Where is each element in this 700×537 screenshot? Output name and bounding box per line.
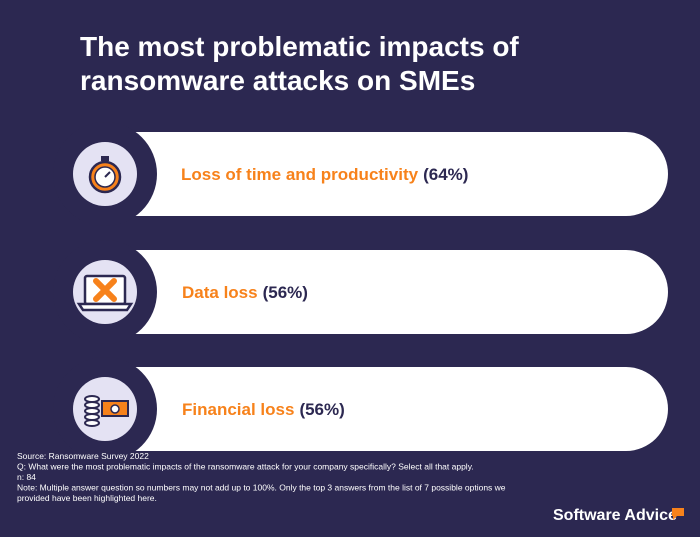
title-line: ransomware attacks on SMEs xyxy=(80,65,475,96)
item-value: (56%) xyxy=(299,400,344,419)
icon xyxy=(76,274,134,312)
footnote: Source: Ransomware Survey 2022 xyxy=(17,451,149,461)
item-label: Data loss xyxy=(182,283,258,302)
item-text: Loss of time and productivity (64%) xyxy=(181,165,468,184)
footnote: provided have been highlighted here. xyxy=(17,493,157,503)
item-card xyxy=(60,250,668,334)
footnote: Note: Multiple answer question so number… xyxy=(17,483,506,493)
item-text: Data loss (56%) xyxy=(182,283,308,302)
icon xyxy=(88,156,122,194)
icon xyxy=(84,395,129,427)
logo: Software Advice xyxy=(553,507,677,524)
item-text: Financial loss (56%) xyxy=(182,400,345,419)
item-card xyxy=(60,132,668,216)
item-label: Loss of time and productivity xyxy=(181,165,419,184)
footnote: n: 84 xyxy=(17,472,36,482)
footnote: Q: What were the most problematic impact… xyxy=(17,462,474,472)
item-label: Financial loss xyxy=(182,400,294,419)
title-line: The most problematic impacts of xyxy=(80,31,519,62)
item-card xyxy=(60,367,668,451)
item-value: (64%) xyxy=(423,165,468,184)
item-value: (56%) xyxy=(263,283,308,302)
logo-bubble xyxy=(672,508,684,520)
